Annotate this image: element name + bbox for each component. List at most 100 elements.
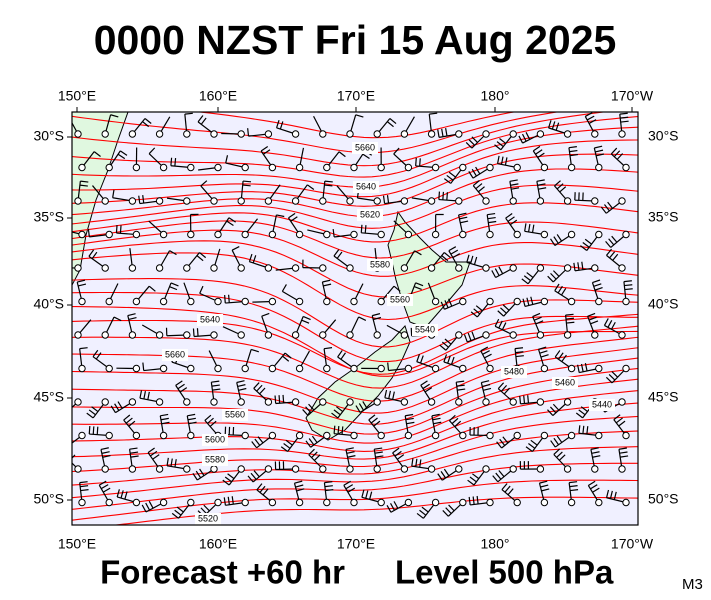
wind-barb-feather: [331, 412, 339, 419]
station: [74, 398, 82, 406]
wind-barb-feather: [324, 180, 333, 183]
wind-barb-feather: [227, 473, 235, 480]
wind-barb-feather: [372, 313, 381, 317]
contour-label-box: [357, 209, 383, 221]
height-contour: [72, 184, 638, 229]
wind-barb-feather: [514, 347, 524, 350]
station: [268, 297, 277, 306]
wind-barb-feather: [527, 395, 530, 404]
wind-barb-feather: [120, 150, 128, 156]
wind-barb-feather: [226, 220, 234, 226]
station: [455, 398, 463, 406]
station: [400, 398, 409, 406]
wind-barb-feather: [556, 451, 563, 458]
wind-barb-feather: [523, 395, 526, 404]
contour-label: 5480: [504, 366, 524, 376]
station: [377, 498, 385, 507]
station: [183, 130, 191, 138]
wind-barb-feather: [324, 485, 333, 488]
wind-barb-feather: [510, 183, 519, 186]
wind-barb-feather: [496, 441, 503, 449]
wind-barb-feather: [358, 316, 367, 321]
wind-barb-feather: [498, 320, 503, 329]
wind-barb-feather: [555, 122, 560, 131]
wind-barb-feather: [279, 121, 284, 130]
contour-label-box: [197, 314, 223, 326]
wind-barb-feather: [482, 350, 490, 355]
wind-barb-feather: [448, 298, 453, 307]
wind-barb-feather: [557, 285, 563, 294]
lon-label-top: 160°E: [199, 88, 237, 104]
wind-barb-feather: [452, 253, 461, 259]
wind-barb-feather: [345, 447, 354, 451]
map-layers: 5660 5640 5620 5600 5580 5560 5540 5520 5440 5460…: [72, 112, 638, 525]
wind-barb-feather: [536, 179, 545, 182]
station: [105, 364, 113, 373]
station: [455, 197, 463, 205]
wind-barb-feather: [200, 180, 208, 187]
station: [132, 163, 141, 172]
wind-barb-feather: [437, 473, 443, 481]
station: [482, 130, 490, 138]
wind-barb-feather: [528, 223, 531, 233]
wind-barb-feather: [250, 348, 259, 353]
wind-barb-feather: [499, 138, 507, 144]
wind-barb-feather: [524, 223, 527, 232]
wind-barb-feather: [419, 459, 422, 468]
station: [455, 264, 463, 272]
wind-barb-feather: [429, 112, 438, 115]
contour-label: 5660: [355, 142, 375, 152]
wind-barb-feather: [446, 174, 454, 181]
contour-label: 5560: [225, 409, 245, 419]
wind-barb-feather: [569, 149, 578, 153]
station: [214, 163, 222, 172]
wind-barb-feather: [117, 401, 123, 409]
wind-barb-feather: [580, 245, 588, 251]
wind-barb-feather: [586, 426, 589, 435]
station: [319, 398, 327, 406]
wind-barb-feather: [261, 312, 270, 317]
wind-barb-feather: [538, 187, 547, 190]
station: [187, 364, 195, 373]
wind-barb-feather: [88, 409, 96, 416]
wind-barb-feather: [80, 485, 89, 488]
wind-barb-feather: [177, 383, 185, 390]
height-contour: [72, 252, 638, 321]
station: [132, 498, 141, 507]
station: [264, 130, 273, 138]
wind-barb-feather: [231, 496, 234, 505]
wind-barb-feather: [501, 322, 507, 331]
station: [350, 498, 358, 507]
wind-barb-feather: [618, 420, 626, 427]
wind-barb-feather: [101, 451, 110, 454]
station: [350, 230, 358, 239]
wind-barb-feather: [343, 480, 351, 486]
wind-barb-feather: [144, 118, 152, 124]
wind-barb-feather: [223, 497, 226, 506]
station: [346, 130, 354, 138]
wind-barb-feather: [541, 488, 550, 492]
station: [264, 465, 273, 473]
wind-barb-feather: [138, 195, 141, 204]
wind-barb-feather: [487, 212, 496, 216]
wind-barb-feather: [333, 249, 340, 257]
wind-barb-feather: [422, 383, 430, 390]
station: [323, 364, 331, 373]
wind-barb-feather: [475, 305, 483, 312]
station: [404, 163, 413, 172]
wind-barb-feather: [457, 388, 466, 391]
wind-barb-feather: [80, 180, 89, 183]
wind-barb-feather: [302, 315, 311, 321]
wind-barb-feather: [500, 156, 504, 165]
wind-barb-feather: [79, 347, 88, 350]
station: [486, 230, 494, 239]
wind-barb-feather: [559, 186, 567, 193]
station: [132, 364, 141, 373]
station: [591, 331, 599, 339]
wind-barb-feather: [611, 235, 618, 243]
wind-barb-feather: [450, 249, 459, 255]
wind-barb-feather: [324, 481, 333, 484]
contour-label: 5620: [360, 209, 380, 219]
station: [377, 297, 385, 306]
wind-barb-feather: [620, 455, 629, 458]
